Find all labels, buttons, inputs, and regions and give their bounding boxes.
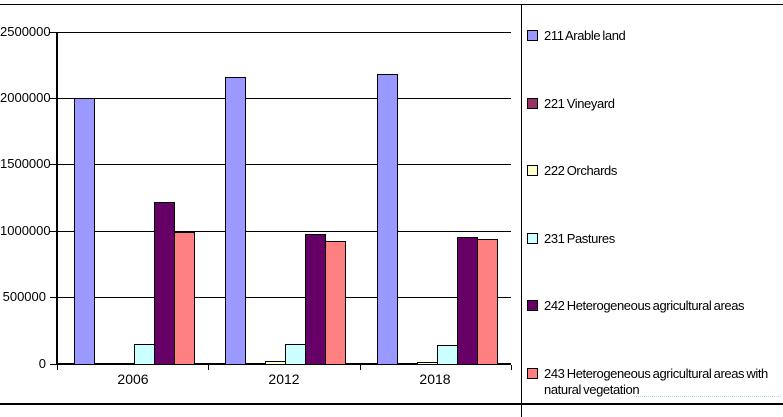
legend-color-swatch <box>527 165 538 177</box>
y-axis-label: 2500000 <box>0 24 51 39</box>
y-axis-tick <box>50 164 57 165</box>
bar <box>154 201 175 365</box>
x-category-label: 2012 <box>268 371 300 387</box>
bar <box>397 362 418 365</box>
chart-frame-bottom-border <box>0 403 783 405</box>
bar <box>325 240 346 365</box>
y-gridline <box>57 32 511 33</box>
bar <box>457 236 478 365</box>
x-axis-tick <box>208 364 209 370</box>
y-axis-label: 0 <box>38 356 46 371</box>
legend-color-swatch <box>527 368 538 379</box>
bar <box>377 73 398 365</box>
legend-label: 242 Heterogeneous agricultural areas <box>544 298 745 314</box>
bar <box>94 362 115 365</box>
legend-label: 221 Vineyard <box>544 95 615 111</box>
bar <box>437 344 458 365</box>
spreadsheet-gridline-artifact <box>634 396 781 397</box>
legend-item: 231 Pastures <box>527 231 781 247</box>
legend-label: 211 Arable land <box>544 28 626 43</box>
y-axis-label: 500000 <box>2 289 46 304</box>
y-axis-line <box>56 31 58 365</box>
bar <box>285 343 306 365</box>
chart-frame-top-border <box>0 4 783 5</box>
legend-item: 221 Vineyard <box>527 96 781 112</box>
legend-label: 243 Heterogeneous agricultural areas wit… <box>544 366 768 397</box>
legend-color-swatch <box>527 300 538 312</box>
bar <box>134 343 155 365</box>
y-axis-tick <box>50 32 57 33</box>
legend-item: 222 Orchards <box>527 163 781 179</box>
legend-item: 211 Arable land <box>527 28 781 44</box>
bar <box>265 360 286 365</box>
x-axis-tick <box>360 364 361 370</box>
legend-color-swatch <box>527 232 538 244</box>
legend-label: 222 Orchards <box>544 163 617 179</box>
bar <box>225 76 246 365</box>
y-axis-tick <box>50 364 57 365</box>
plot-legend-divider <box>521 4 522 417</box>
legend-label: 231 Pastures <box>544 230 615 246</box>
bar <box>417 361 438 365</box>
legend-item: 242 Heterogeneous agricultural areas <box>527 298 781 314</box>
x-axis-tick <box>57 364 58 370</box>
bar <box>245 362 266 365</box>
x-category-label: 2018 <box>419 371 451 387</box>
bar <box>174 231 195 365</box>
y-axis-label: 2000000 <box>0 90 51 105</box>
x-axis-tick <box>511 364 512 370</box>
y-axis-tick <box>50 297 57 298</box>
legend-color-swatch <box>527 97 538 109</box>
legend-item: 243 Heterogeneous agricultural areas wit… <box>527 366 781 398</box>
bar <box>114 362 135 365</box>
y-gridline <box>57 164 511 165</box>
bar <box>477 238 498 365</box>
y-axis-tick <box>50 231 57 232</box>
y-gridline <box>57 98 511 99</box>
bar <box>74 97 95 365</box>
y-gridline <box>57 231 511 232</box>
y-axis-label: 1000000 <box>0 223 51 238</box>
y-axis-tick <box>50 98 57 99</box>
y-gridline <box>57 297 511 298</box>
legend-color-swatch <box>527 30 538 41</box>
y-axis-label: 1500000 <box>0 156 51 171</box>
bar <box>305 233 326 365</box>
x-category-label: 2006 <box>117 371 149 387</box>
